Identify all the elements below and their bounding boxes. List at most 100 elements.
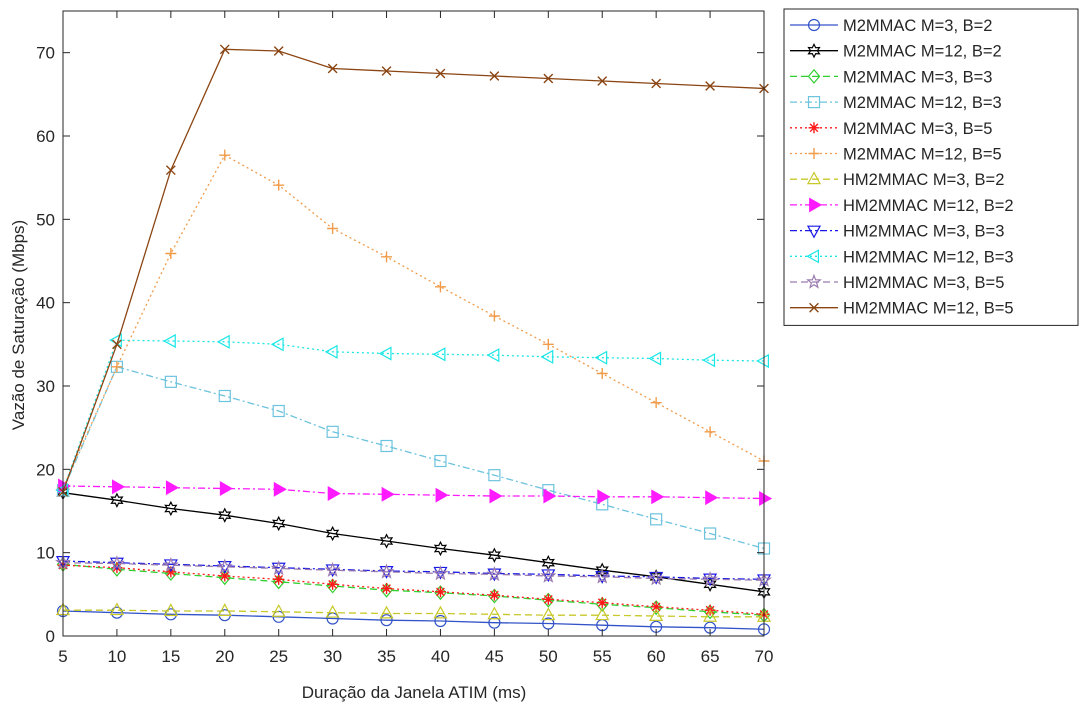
legend-marker: [809, 302, 819, 313]
data-point: [540, 349, 554, 364]
x-tick-label: 25: [269, 647, 288, 666]
axes-layer: 5 10 15 20 25 30 35 40 45 50 55 60 65 70 0 10 20 30 40 50 60…: [36, 10, 774, 666]
data-point: [163, 333, 176, 349]
data-point: [594, 350, 608, 365]
series-10: [55, 333, 770, 498]
data-point: [703, 527, 717, 540]
series-line: [62, 366, 765, 550]
y-tick-label: 40: [36, 294, 55, 313]
plot-area: [63, 11, 764, 636]
data-point: [432, 347, 446, 362]
data-point: [164, 375, 177, 388]
data-point: [163, 603, 178, 617]
series-line: [62, 564, 765, 615]
data-point: [489, 488, 503, 504]
legend-marker: [808, 122, 820, 134]
legend-label: M2MMAC M=3, B=5: [843, 120, 992, 138]
data-point: [435, 487, 449, 503]
data-point: [273, 46, 284, 56]
x-tick-label: 50: [539, 647, 558, 666]
data-point: [273, 481, 287, 497]
legend-entry: HM2MMAC M=12, B=2: [790, 197, 1014, 215]
data-point: [702, 353, 716, 368]
y-tick-label: 20: [36, 460, 55, 479]
data-point: [488, 588, 501, 604]
x-tick-label: 10: [107, 647, 126, 666]
legend-entry: HM2MMAC M=12, B=3: [790, 248, 1014, 266]
data-point: [434, 614, 447, 628]
data-point: [489, 71, 500, 81]
series-line: [62, 562, 765, 581]
data-point: [381, 251, 393, 263]
data-point: [434, 454, 447, 468]
data-point: [112, 479, 126, 495]
data-point: [378, 563, 395, 579]
legend-label: HM2MMAC M=12, B=3: [843, 248, 1014, 266]
y-tick-label: 10: [36, 544, 55, 563]
legend-label: M2MMAC M=12, B=5: [843, 146, 1002, 164]
data-point: [324, 344, 338, 359]
data-point: [650, 397, 662, 409]
legend-label: M2MMAC M=3, B=3: [843, 68, 992, 86]
y-axis-label: Vazão de Saturação (Mbps): [9, 220, 28, 430]
x-tick-label: 70: [755, 647, 774, 666]
data-point: [705, 81, 715, 91]
data-point: [108, 555, 125, 571]
data-point: [432, 565, 449, 581]
x-tick-label: 15: [161, 647, 180, 666]
data-point: [112, 339, 122, 350]
data-point: [486, 348, 500, 363]
data-point: [111, 361, 123, 373]
data-point: [540, 567, 557, 583]
data-point: [435, 68, 446, 79]
data-point: [596, 368, 608, 379]
data-point: [109, 602, 124, 616]
data-point: [705, 490, 719, 506]
data-point: [217, 603, 232, 617]
data-point: [648, 570, 665, 586]
data-point: [381, 486, 395, 502]
series-line: [62, 154, 765, 488]
legend-marker: [808, 148, 820, 159]
series-7: [55, 602, 772, 622]
data-point: [542, 338, 554, 350]
data-point: [487, 606, 502, 620]
data-point: [650, 601, 662, 613]
x-tick-label: 60: [647, 647, 666, 666]
data-point: [488, 616, 501, 629]
legend-entry: M2MMAC M=12, B=2: [790, 43, 1002, 61]
legend-box: [783, 8, 1079, 326]
x-tick-label: 5: [58, 647, 67, 666]
series-11: [55, 554, 772, 587]
plot-background: [63, 11, 764, 636]
data-point: [379, 605, 394, 619]
data-point: [488, 310, 500, 322]
data-point: [381, 583, 393, 594]
data-point: [541, 607, 556, 621]
data-point: [165, 248, 177, 259]
data-point: [649, 600, 663, 616]
data-point: [111, 562, 123, 574]
x-tick-label: 55: [593, 647, 612, 666]
data-point: [597, 489, 611, 505]
legend-entry: M2MMAC M=12, B=3: [790, 94, 1002, 112]
data-point: [595, 607, 610, 621]
data-point: [218, 389, 231, 403]
data-point: [703, 576, 717, 592]
data-point: [651, 489, 665, 505]
data-point: [327, 63, 338, 74]
legend-marker: [807, 95, 821, 109]
data-point: [219, 570, 231, 582]
y-tick-label: 50: [36, 210, 55, 229]
legend-marker: [809, 197, 823, 213]
data-point: [488, 589, 500, 601]
data-point: [704, 426, 716, 438]
legend-label: HM2MMAC M=3, B=3: [843, 223, 1004, 241]
y-tick-label: 0: [46, 627, 55, 646]
data-point: [216, 558, 233, 574]
legend-entry: HM2MMAC M=12, B=5: [790, 300, 1014, 318]
x-tick-label: 20: [215, 647, 234, 666]
series-8: [58, 478, 773, 506]
data-point: [325, 604, 340, 618]
data-point: [219, 149, 231, 161]
